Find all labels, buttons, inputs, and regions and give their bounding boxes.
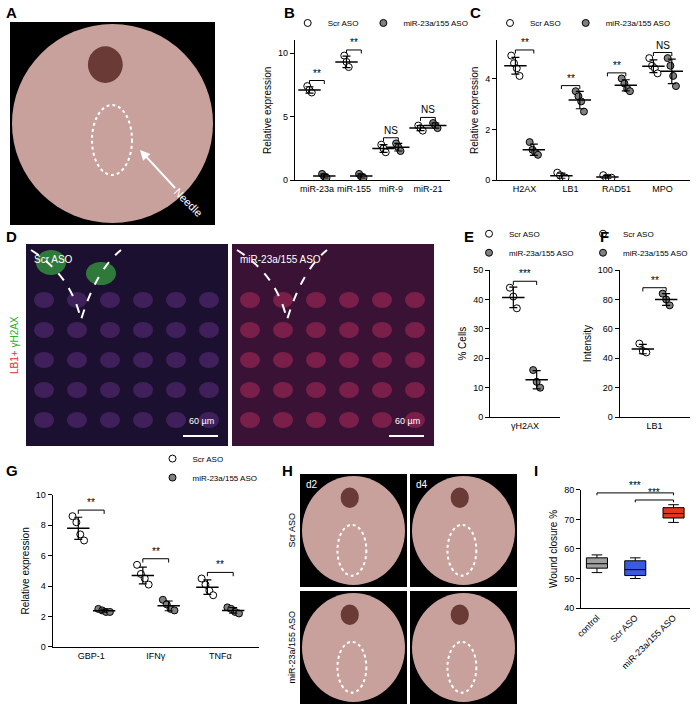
- svg-text:30: 30: [473, 324, 483, 334]
- svg-text:80: 80: [603, 295, 613, 305]
- svg-text:10: 10: [278, 48, 288, 58]
- svg-text:miR-155: miR-155: [337, 184, 371, 194]
- svg-text:***: ***: [519, 268, 531, 279]
- svg-text:**: **: [521, 37, 529, 48]
- svg-text:LB1: LB1: [563, 184, 579, 194]
- svg-text:miR-23a/155 ASO: miR-23a/155 ASO: [620, 613, 678, 671]
- svg-text:Needle: Needle: [172, 186, 205, 219]
- svg-text:I: I: [534, 462, 538, 479]
- svg-text:G: G: [6, 462, 18, 479]
- svg-text:F: F: [600, 228, 609, 245]
- svg-text:**: **: [216, 559, 224, 570]
- svg-text:60: 60: [603, 324, 613, 334]
- svg-text:0: 0: [485, 175, 490, 185]
- svg-text:0: 0: [478, 412, 483, 422]
- svg-text:0: 0: [283, 175, 288, 185]
- svg-text:miR-9: miR-9: [379, 184, 403, 194]
- svg-text:***: ***: [648, 487, 660, 498]
- svg-text:MPO: MPO: [652, 184, 673, 194]
- svg-text:d2: d2: [306, 479, 318, 490]
- svg-text:H: H: [282, 462, 293, 479]
- svg-text:miR-23a: miR-23a: [300, 184, 334, 194]
- svg-text:Scr ASO: Scr ASO: [608, 613, 639, 644]
- svg-text:% Cells: % Cells: [457, 327, 468, 361]
- svg-text:Scr ASO: Scr ASO: [34, 254, 73, 265]
- svg-text:50: 50: [473, 265, 483, 275]
- svg-text:IFNγ: IFNγ: [146, 651, 165, 661]
- svg-text:20: 20: [473, 353, 483, 363]
- svg-text:Relative expression: Relative expression: [469, 67, 480, 154]
- svg-text:0: 0: [608, 412, 613, 422]
- svg-text:Scr ASO: Scr ASO: [328, 19, 359, 28]
- svg-text:4: 4: [485, 74, 490, 84]
- svg-text:D: D: [6, 228, 17, 245]
- svg-text:**: **: [613, 60, 621, 71]
- svg-text:Scr ASO: Scr ASO: [623, 230, 654, 239]
- svg-text:**: **: [87, 497, 95, 508]
- svg-text:***: ***: [629, 480, 641, 491]
- svg-text:70: 70: [564, 515, 574, 525]
- svg-text:60 µm: 60 µm: [189, 416, 214, 426]
- svg-text:miR-23a/155 ASO: miR-23a/155 ASO: [240, 254, 321, 265]
- svg-text:2: 2: [485, 125, 490, 135]
- svg-text:0: 0: [41, 642, 46, 652]
- svg-text:Scr ASO: Scr ASO: [530, 19, 561, 28]
- svg-text:B: B: [284, 4, 295, 21]
- svg-text:control: control: [575, 613, 601, 639]
- svg-text:miR-23a/155 ASO: miR-23a/155 ASO: [193, 474, 257, 483]
- svg-text:NS: NS: [421, 104, 435, 115]
- svg-text:2: 2: [41, 612, 46, 622]
- svg-text:40: 40: [564, 603, 574, 613]
- svg-text:**: **: [567, 73, 575, 84]
- svg-text:miR-23a/155 ASO: miR-23a/155 ASO: [606, 19, 670, 28]
- svg-text:A: A: [6, 4, 17, 21]
- svg-text:5: 5: [283, 112, 288, 122]
- svg-text:Scr ASO: Scr ASO: [509, 230, 540, 239]
- svg-text:miR-23a/155 ASO: miR-23a/155 ASO: [509, 249, 573, 258]
- svg-text:H2AX: H2AX: [513, 184, 537, 194]
- svg-text:**: **: [350, 37, 358, 48]
- svg-text:Relative expression: Relative expression: [20, 527, 31, 614]
- svg-text:40: 40: [473, 295, 483, 305]
- svg-text:10: 10: [36, 490, 46, 500]
- svg-text:10: 10: [473, 383, 483, 393]
- svg-text:TNFα: TNFα: [209, 651, 232, 661]
- svg-text:40: 40: [603, 353, 613, 363]
- svg-text:Scr ASO: Scr ASO: [287, 513, 297, 548]
- svg-text:100: 100: [598, 265, 613, 275]
- svg-text:Wound closure %: Wound closure %: [548, 510, 559, 588]
- svg-text:**: **: [651, 275, 659, 286]
- svg-text:miR-23a/155 ASO: miR-23a/155 ASO: [403, 19, 467, 28]
- svg-text:C: C: [470, 4, 481, 21]
- svg-text:20: 20: [603, 383, 613, 393]
- svg-text:**: **: [313, 68, 321, 79]
- svg-text:4: 4: [41, 581, 46, 591]
- svg-text:RAD51: RAD51: [602, 184, 631, 194]
- svg-text:E: E: [464, 228, 474, 245]
- svg-text:NS: NS: [384, 125, 398, 136]
- svg-text:miR-21: miR-21: [413, 184, 442, 194]
- svg-text:60 µm: 60 µm: [395, 416, 420, 426]
- svg-text:60: 60: [564, 544, 574, 554]
- svg-text:6: 6: [41, 551, 46, 561]
- svg-text:LB1+ γH2AX: LB1+ γH2AX: [9, 316, 20, 374]
- svg-text:50: 50: [564, 574, 574, 584]
- svg-text:Intensity: Intensity: [582, 325, 593, 362]
- svg-text:LB1: LB1: [646, 421, 662, 431]
- svg-text:γH2AX: γH2AX: [511, 421, 539, 431]
- svg-text:Scr ASO: Scr ASO: [193, 455, 224, 464]
- svg-text:miR-23a/155 ASO: miR-23a/155 ASO: [623, 249, 687, 258]
- svg-text:Relative expression: Relative expression: [262, 67, 273, 154]
- svg-text:d4: d4: [416, 479, 428, 490]
- svg-text:**: **: [152, 546, 160, 557]
- svg-text:NS: NS: [656, 40, 670, 51]
- svg-text:8: 8: [41, 520, 46, 530]
- svg-text:miR-23a/155 ASO: miR-23a/155 ASO: [287, 611, 297, 684]
- svg-text:GBP-1: GBP-1: [78, 651, 105, 661]
- svg-text:80: 80: [564, 485, 574, 495]
